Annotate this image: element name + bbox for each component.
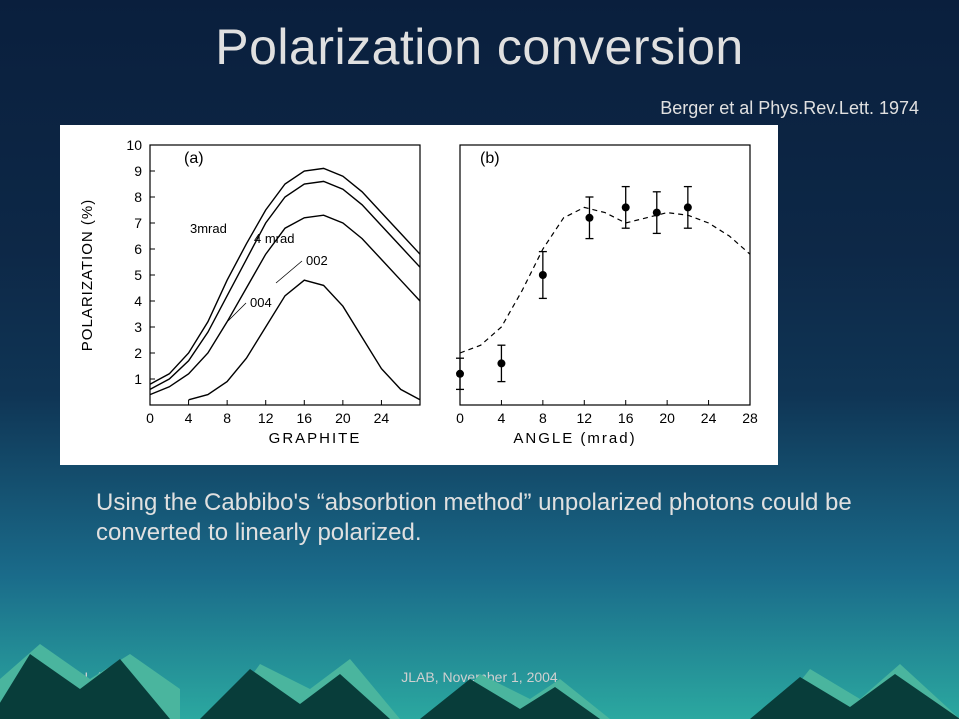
citation-text: Berger et al Phys.Rev.Lett. 1974 bbox=[660, 98, 919, 119]
svg-text:12: 12 bbox=[576, 410, 592, 426]
svg-text:24: 24 bbox=[374, 410, 390, 426]
chart-svg: 12345678910POLARIZATION (%)0481216202404… bbox=[60, 125, 778, 465]
svg-text:002: 002 bbox=[306, 253, 328, 268]
svg-text:ANGLE (mrad): ANGLE (mrad) bbox=[513, 430, 636, 447]
svg-text:16: 16 bbox=[618, 410, 634, 426]
svg-text:8: 8 bbox=[223, 410, 231, 426]
svg-text:0: 0 bbox=[456, 410, 464, 426]
slide-title: Polarization conversion bbox=[0, 0, 959, 76]
svg-text:4: 4 bbox=[185, 410, 193, 426]
svg-text:10: 10 bbox=[126, 137, 142, 153]
body-text: Using the Cabbibo's “absorbtion method” … bbox=[96, 488, 856, 548]
svg-text:1: 1 bbox=[134, 371, 142, 387]
svg-text:0: 0 bbox=[146, 410, 154, 426]
svg-text:GRAPHITE: GRAPHITE bbox=[269, 430, 362, 447]
svg-text:28: 28 bbox=[742, 410, 758, 426]
svg-text:(b): (b) bbox=[480, 150, 500, 167]
svg-text:POLARIZATION (%): POLARIZATION (%) bbox=[79, 199, 96, 351]
svg-text:16: 16 bbox=[296, 410, 312, 426]
footer-venue: JLAB, November 1, 2004 bbox=[401, 669, 557, 685]
svg-text:5: 5 bbox=[134, 267, 142, 283]
svg-text:24: 24 bbox=[701, 410, 717, 426]
svg-text:20: 20 bbox=[659, 410, 675, 426]
svg-text:004: 004 bbox=[250, 295, 272, 310]
footer-author: R.H. Avakian bbox=[64, 669, 145, 685]
svg-text:9: 9 bbox=[134, 163, 142, 179]
svg-text:4: 4 bbox=[498, 410, 506, 426]
svg-text:3mrad: 3mrad bbox=[190, 221, 227, 236]
svg-text:8: 8 bbox=[539, 410, 547, 426]
svg-text:7: 7 bbox=[134, 215, 142, 231]
svg-text:20: 20 bbox=[335, 410, 351, 426]
svg-text:6: 6 bbox=[134, 241, 142, 257]
svg-text:12: 12 bbox=[258, 410, 274, 426]
polarization-chart: 12345678910POLARIZATION (%)0481216202404… bbox=[60, 125, 778, 465]
svg-text:(a): (a) bbox=[184, 150, 204, 167]
svg-text:4: 4 bbox=[134, 293, 142, 309]
svg-text:8: 8 bbox=[134, 189, 142, 205]
svg-text:2: 2 bbox=[134, 345, 142, 361]
svg-text:3: 3 bbox=[134, 319, 142, 335]
mountain-decoration bbox=[0, 559, 959, 719]
